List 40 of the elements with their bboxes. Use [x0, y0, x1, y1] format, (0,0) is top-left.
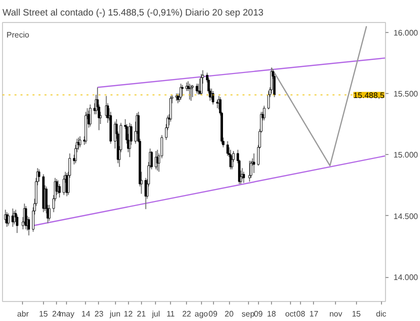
x-tick-label: 14 [81, 310, 91, 318]
x-tick-label: 21 [136, 310, 146, 318]
y-tick-label: 16.000 [394, 28, 419, 38]
x-tick-label: jun [108, 310, 120, 318]
x-tick-label: 20 [224, 310, 234, 318]
candlestick [190, 84, 192, 102]
candlestick [267, 90, 270, 110]
annotation: Precio [6, 30, 30, 40]
candlestick [248, 160, 251, 182]
x-tick-label: 17 [309, 310, 319, 318]
y-tick-label: 14.500 [394, 212, 419, 221]
y-tick-label: 14.000 [394, 273, 419, 282]
x-tick-label: 12 [124, 310, 134, 318]
x-tick-label: 24 [52, 310, 62, 318]
x-tick-label: 18 [267, 310, 276, 318]
x-tick-label: 22 [182, 310, 192, 318]
candlestick [196, 83, 198, 94]
y-tick-label: 15.000 [394, 150, 419, 160]
x-tick-label: 23 [94, 310, 104, 318]
chart-title: Wall Street al contado (-) 15.488,5 (-0,91%) Diario 20 sep 2013 [2, 8, 264, 18]
x-tick-label: 15 [38, 310, 48, 318]
x-tick-label: dic [376, 310, 386, 318]
x-tick-label: 15 [352, 310, 362, 318]
x-tick-label: 11 [166, 310, 176, 318]
x-tick-label: 09 [208, 310, 218, 318]
y-tick-label: 15.500 [394, 89, 419, 98]
ref-line-label: 15.488,5 [353, 90, 386, 100]
x-tick-label: 09 [254, 310, 264, 318]
candlestick [180, 83, 182, 100]
candlestick [181, 84, 184, 96]
x-tick-label: oct [285, 310, 297, 318]
x-tick-label: sep [242, 310, 256, 318]
candlestick [242, 171, 245, 184]
x-tick-label: may [59, 310, 74, 318]
x-tick-label: nov [329, 310, 342, 318]
candlestick [6, 212, 8, 228]
x-tick-label: ago [194, 310, 209, 318]
x-tick-label: 08 [296, 310, 306, 318]
x-tick-label: abr [17, 310, 30, 318]
x-tick-label: jul [150, 310, 160, 318]
